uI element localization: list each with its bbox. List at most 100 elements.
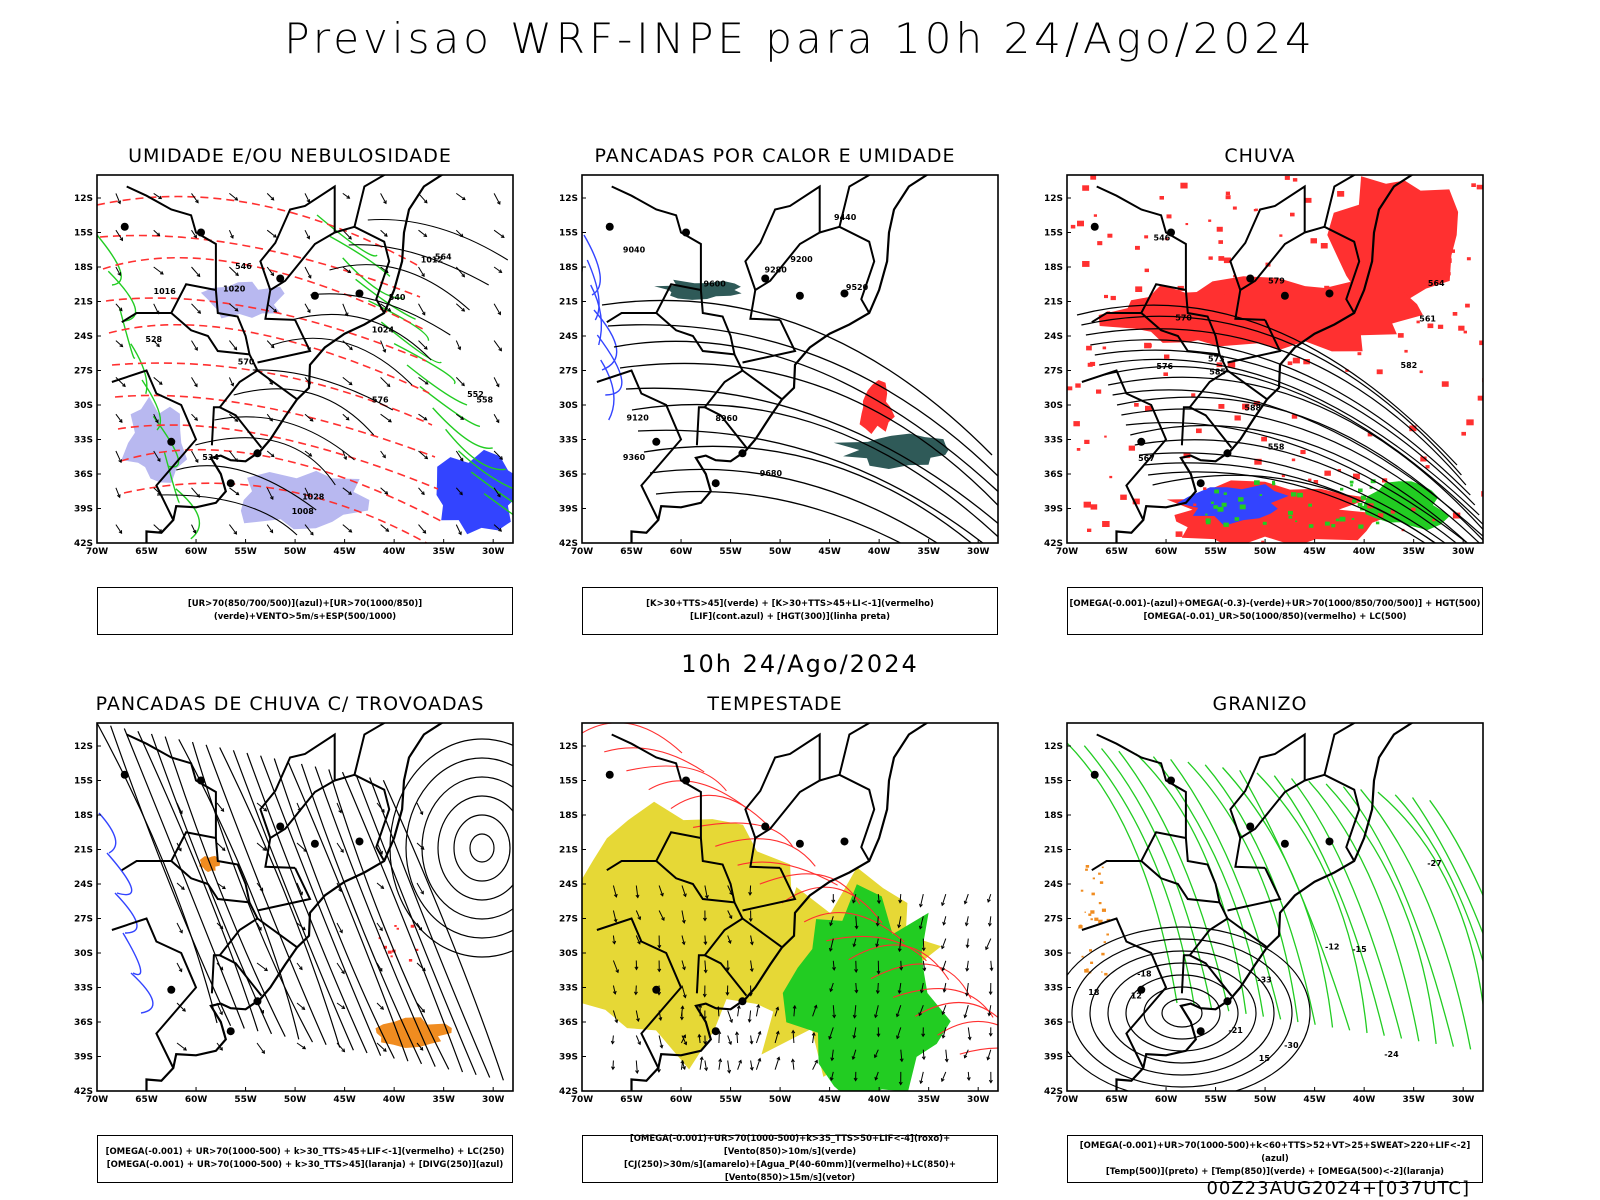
- wind850-vector: [875, 943, 880, 948]
- omega-orange-speckle: [1081, 955, 1084, 958]
- wind-arrow: [153, 413, 159, 423]
- wind850-vector: [945, 1049, 948, 1062]
- wind-arrow: [418, 340, 428, 350]
- contour-label: 9200: [790, 255, 813, 264]
- wind850-vector: [774, 1007, 779, 1017]
- country-border: [606, 831, 702, 872]
- wind-arrow: [234, 307, 239, 312]
- rain-green-speckle: [1308, 503, 1312, 507]
- wind850-vector: [658, 885, 664, 896]
- lake-marker: [276, 822, 285, 831]
- streamline-arrow: [336, 802, 342, 813]
- wind-arrow: [498, 269, 503, 273]
- lake-marker: [761, 822, 770, 831]
- wind-arrow: [115, 266, 121, 276]
- lc850-red-streamline: [737, 861, 838, 886]
- rain-green-speckle: [1339, 516, 1346, 522]
- legend-line: [OMEGA(-0.001)+UR>70(1000-500)+k>35_TTS>…: [629, 1134, 951, 1157]
- wind-arrow: [455, 450, 464, 462]
- hgt300-black-contour: [625, 387, 998, 525]
- rain-red-speckle: [1284, 175, 1290, 180]
- rain-red-speckle: [1416, 320, 1420, 324]
- country-border: [1226, 917, 1268, 949]
- rain-red-speckle: [1427, 323, 1434, 329]
- legend-box: [K>30+TTS>45](verde) + [K>30+TTS>45+LI<-…: [582, 587, 998, 635]
- streamline-arrow: [420, 846, 425, 850]
- rain-red-speckle: [1223, 257, 1231, 264]
- wind-arrow: [342, 192, 350, 199]
- wind850-vector: [612, 985, 616, 995]
- wind-arrow: [342, 487, 352, 495]
- rain-green-speckle: [1375, 521, 1380, 525]
- wind-arrow: [117, 272, 121, 277]
- contour-label: 9440: [834, 213, 857, 222]
- wind-arrow: [266, 193, 275, 201]
- lat-tick-label: 30S: [1044, 401, 1063, 411]
- rain-green-speckle: [1358, 524, 1364, 529]
- wind850-vector: [965, 944, 970, 949]
- lat-tick-label: 33S: [1044, 436, 1063, 446]
- lon-tick-label: 65W: [135, 547, 158, 557]
- contour-label: 546: [235, 262, 252, 271]
- wind850-vector: [681, 941, 686, 946]
- rain-red-speckle: [1180, 182, 1188, 189]
- wind-arrow: [266, 487, 274, 500]
- hgt500-black-contour: [1134, 439, 1457, 543]
- wind-arrow: [116, 494, 121, 499]
- hgt300-black-contour: [655, 490, 902, 543]
- wind850-vector: [854, 1005, 857, 1018]
- wind-arrow: [347, 269, 352, 274]
- lon-tick-label: 55W: [1204, 547, 1227, 557]
- wind850-vector: [704, 960, 707, 973]
- contour-label: -18: [1137, 970, 1152, 979]
- contour-label: 588: [1244, 403, 1261, 412]
- lc850-red-streamline: [892, 988, 994, 1018]
- streamline-arrow: [302, 1045, 307, 1050]
- wind850-vector: [965, 916, 969, 926]
- wind-arrow: [193, 234, 197, 239]
- country-border: [1323, 723, 1356, 776]
- wind850-vector: [635, 910, 641, 920]
- streamline-arrow: [219, 925, 224, 930]
- rain-red-speckle: [1347, 271, 1351, 274]
- lat-tick-label: 30S: [559, 401, 578, 411]
- streamline-arrow: [378, 968, 383, 972]
- wind-arrow: [495, 419, 500, 424]
- country-border: [264, 779, 336, 869]
- east-coastline: [630, 723, 928, 1091]
- lat-tick-label: 18S: [74, 811, 93, 821]
- omega-orange-speckle: [1090, 961, 1094, 964]
- wind850-vector: [922, 960, 926, 971]
- rain-green-speckle: [1272, 482, 1276, 486]
- country-border: [819, 225, 876, 314]
- lon-tick-label: 65W: [135, 1095, 158, 1105]
- rain-red-speckle: [1253, 400, 1260, 406]
- wind850-vector: [896, 1027, 902, 1039]
- contour-label: 1012: [421, 256, 443, 265]
- wind-arrow: [191, 413, 198, 421]
- streamline-arrow: [182, 1008, 186, 1012]
- rain-green-speckle: [1385, 515, 1390, 520]
- streamline-arrow: [376, 922, 383, 931]
- rain-red-speckle: [1181, 294, 1186, 299]
- wind850-vector: [875, 990, 880, 995]
- rain-red-speckle: [1305, 197, 1312, 203]
- wind850-vector: [897, 948, 902, 953]
- wind850-vector: [750, 960, 753, 972]
- wind-arrow: [493, 303, 501, 315]
- lake-marker: [1196, 1027, 1205, 1036]
- streamline-arrow: [176, 1002, 186, 1012]
- wind850-vector: [853, 938, 857, 947]
- rain-red-speckle: [1225, 191, 1230, 195]
- humidity-green-contour: [97, 234, 122, 286]
- wind850-vector: [757, 1057, 762, 1062]
- legend-line: [UR>70(850/700/500)](azul)+[UR>70(1000/8…: [187, 599, 423, 622]
- streamline-arrow: [419, 811, 424, 816]
- wind850-vector: [990, 960, 993, 971]
- streamline-arrow: [299, 891, 303, 896]
- pressure-black-contour: [156, 494, 298, 536]
- lat-tick-label: 12S: [559, 194, 578, 204]
- contour-label: 573: [1208, 355, 1225, 364]
- panel-title: GRANIZO: [1212, 693, 1308, 715]
